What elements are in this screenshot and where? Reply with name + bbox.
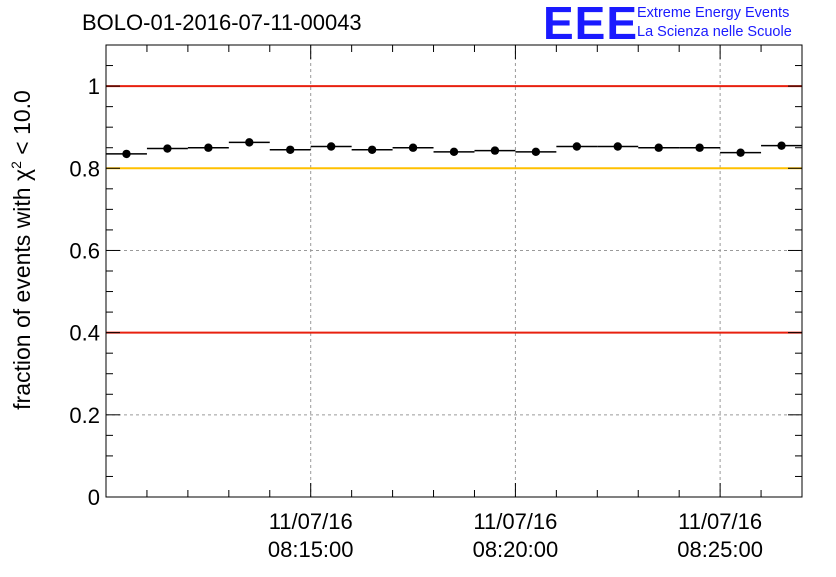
x-tick-label-date: 11/07/16 (269, 509, 353, 534)
x-tick-label-time: 08:20:00 (473, 537, 559, 562)
data-point (572, 142, 582, 151)
logo-line-2: La Scienza nelle Scuole (637, 24, 792, 40)
y-tick-label: 0 (88, 485, 100, 510)
data-point (367, 145, 377, 154)
y-axis-label-prefix: fraction of events with (8, 181, 35, 410)
y-tick-label: 0.4 (69, 321, 100, 346)
logo-line-1: Extreme Energy Events (637, 5, 790, 21)
y-tick-label: 0.2 (69, 403, 100, 428)
y-tick-label: 0.8 (69, 156, 100, 181)
y-tick-label: 0.6 (69, 238, 100, 263)
data-point (163, 144, 172, 153)
y-tick-label: 1 (88, 74, 100, 99)
data-point (122, 149, 131, 159)
data-point (531, 147, 541, 157)
data-point (654, 143, 663, 152)
y-axis-label-suffix: < 10.0 (8, 90, 35, 162)
chart-title: BOLO-01-2016-07-11-00043 (82, 10, 362, 35)
logo-letters: EEE (543, 0, 639, 49)
data-point (613, 142, 622, 151)
y-axis-label-sup: 2 (8, 161, 25, 169)
data-point (490, 146, 500, 155)
eee-logo: EEE Extreme Energy Events La Scienza nel… (543, 0, 833, 49)
data-point (695, 143, 704, 152)
data-point (777, 141, 786, 150)
data-point (286, 145, 295, 154)
data-point (204, 143, 213, 152)
y-axis-label: fraction of events with χ2 < 10.0 (8, 90, 36, 410)
data-point (245, 138, 254, 147)
x-tick-label-time: 08:15:00 (268, 537, 354, 562)
plot-frame (105, 44, 803, 498)
data-point (736, 148, 745, 157)
x-tick-label-date: 11/07/16 (473, 509, 557, 534)
data-point (449, 147, 459, 157)
data-point (326, 142, 336, 151)
data-point (408, 143, 418, 152)
x-tick-label-time: 08:25:00 (677, 537, 763, 562)
x-tick-label-date: 11/07/16 (678, 509, 762, 534)
y-axis-label-chi: χ (8, 168, 35, 182)
